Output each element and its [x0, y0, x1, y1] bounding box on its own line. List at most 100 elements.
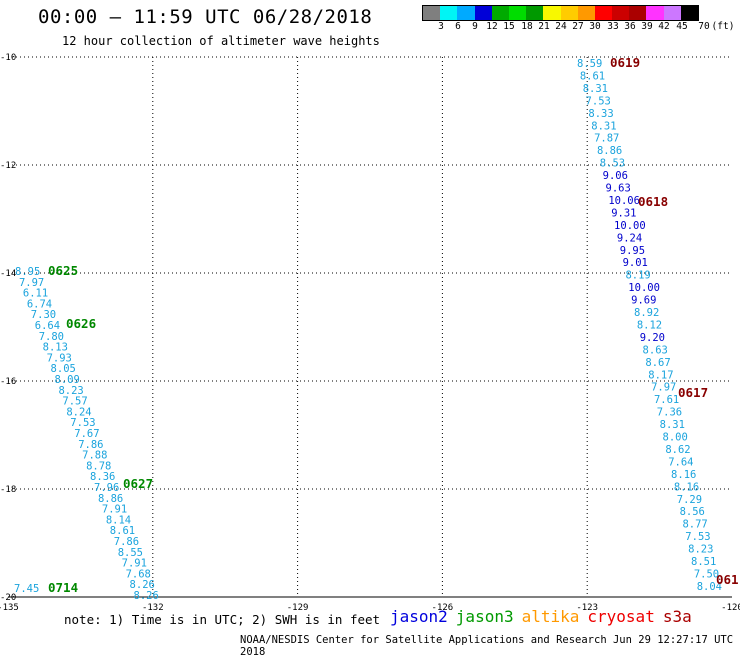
grid-lines	[8, 56, 732, 598]
wave-height-label: 7.67	[74, 428, 99, 440]
wave-height-label: 8.26	[130, 579, 155, 591]
color-scale-tick: 36	[624, 21, 636, 32]
x-axis-tick-label: -126	[432, 603, 454, 613]
wave-height-label: 8.23	[688, 544, 713, 556]
color-scale-tick-labels: 3 6 9 12 15 18 21 24 27 30 33 36 39 42 45 70 (ft)	[422, 21, 735, 35]
wave-height-label: 6.11	[23, 288, 48, 300]
time-label: 0618	[638, 194, 668, 209]
wave-height-label: 8.04	[697, 581, 722, 593]
wave-height-label: 8.09	[55, 374, 80, 386]
color-scale-tick: 24	[555, 21, 567, 32]
color-scale-tick: (ft)	[711, 21, 735, 32]
wave-height-label: 8.86	[597, 145, 622, 157]
wave-height-label: 7.36	[657, 407, 682, 419]
time-label: 0714	[48, 580, 78, 595]
color-scale-tick: 3	[438, 21, 444, 32]
wave-height-label: 8.16	[674, 481, 699, 493]
x-axis-tick-label: -120	[721, 603, 740, 613]
wave-height-label: 7.30	[31, 309, 56, 321]
wave-height-label: 7.45	[14, 583, 39, 595]
wave-height-label: 8.00	[663, 432, 688, 444]
color-swatch	[526, 6, 544, 20]
color-scale-tick: 27	[572, 21, 584, 32]
wave-height-label: 8.19	[625, 270, 650, 282]
wave-height-label: 8.53	[600, 158, 625, 170]
satellite-track: 7.45	[14, 583, 39, 595]
wave-height-label: 9.24	[617, 232, 642, 244]
color-swatch	[457, 6, 475, 20]
y-axis-tick-label: -20	[0, 593, 16, 603]
wave-height-label: 8.17	[648, 369, 673, 381]
color-swatch	[491, 6, 509, 20]
wave-height-label: 7.80	[39, 331, 64, 343]
x-axis-tick-label: -135	[0, 603, 19, 613]
color-scale-tick: 12	[486, 21, 498, 32]
wave-height-label: 7.96	[94, 482, 119, 494]
legend-item-altika: altika	[521, 607, 580, 626]
credit-line: NOAA/NESDIS Center for Satellite Applica…	[240, 634, 734, 658]
wave-height-label: 7.57	[62, 396, 87, 408]
color-swatch	[612, 6, 630, 20]
wave-height-label: 8.31	[660, 419, 685, 431]
wave-height-label: 10.00	[614, 220, 646, 232]
satellite-legend: jason2 jason3 altika cryosat s3a	[390, 607, 700, 626]
color-scale-tick: 18	[521, 21, 533, 32]
color-scale-tick: 6	[455, 21, 461, 32]
wave-height-label: 8.31	[583, 83, 608, 95]
wave-height-label: 6.64	[35, 320, 60, 332]
wave-height-label: 7.86	[78, 439, 103, 451]
satellite-track: 8.598.618.317.538.338.317.878.868.539.06…	[577, 58, 722, 593]
color-swatch	[440, 6, 458, 20]
color-swatch	[423, 6, 441, 20]
wave-height-label: 8.31	[591, 120, 616, 132]
y-axis-tick-label: -18	[0, 485, 16, 495]
time-label: 0619	[610, 55, 640, 70]
wave-height-label: 7.68	[126, 568, 151, 580]
legend-item-jason3: jason3	[455, 607, 514, 626]
wave-height-label: 8.16	[671, 469, 696, 481]
satellite-track: 8.957.976.116.747.306.647.808.137.938.05…	[15, 266, 159, 602]
x-axis-tick-label: -129	[287, 603, 309, 613]
y-axis-tick-label: -10	[0, 53, 16, 63]
color-swatch	[663, 6, 681, 20]
wave-height-label: 9.69	[631, 295, 656, 307]
wave-height-label: 7.88	[82, 450, 107, 462]
color-scale-tick: 33	[607, 21, 619, 32]
color-scale-tick: 9	[472, 21, 478, 32]
wave-height-label: 8.13	[43, 342, 68, 354]
wave-height-label: 10.00	[628, 282, 660, 294]
color-scale-tick: 39	[641, 21, 653, 32]
wave-height-label: 9.95	[620, 245, 645, 257]
wave-height-label: 7.87	[594, 133, 619, 145]
wave-height-label: 7.53	[685, 531, 710, 543]
y-axis-tick-label: -14	[0, 269, 16, 279]
color-scale-tick: 15	[503, 21, 515, 32]
color-swatch	[629, 6, 647, 20]
wave-height-label: 7.91	[122, 558, 147, 570]
wave-height-label: 8.55	[118, 547, 143, 559]
wave-height-label: 8.61	[580, 70, 605, 82]
wave-height-label: 7.61	[654, 394, 679, 406]
wave-height-label: 7.93	[47, 352, 72, 364]
y-axis-tick-label: -16	[0, 377, 16, 387]
wave-height-label: 8.12	[637, 319, 662, 331]
color-swatch	[543, 6, 561, 20]
wave-height-label: 7.97	[19, 277, 44, 289]
wave-height-label: 7.91	[102, 504, 127, 516]
wave-height-label: 9.20	[640, 332, 665, 344]
time-label: 0627	[123, 476, 153, 491]
wave-height-label: 8.56	[680, 506, 705, 518]
color-scale-tick: 30	[589, 21, 601, 32]
wave-height-label: 8.14	[106, 514, 131, 526]
wave-height-label: 7.64	[668, 456, 693, 468]
color-swatch	[560, 6, 578, 20]
color-scale-tick: 42	[658, 21, 670, 32]
wave-height-label: 8.67	[645, 357, 670, 369]
legend-item-jason2: jason2	[390, 607, 448, 626]
wave-height-label: 8.92	[634, 307, 659, 319]
wave-height-label: 9.06	[603, 170, 628, 182]
legend-item-cryosat: cryosat	[587, 607, 655, 626]
wave-height-color-scale	[422, 5, 699, 21]
wave-height-label: 8.61	[110, 525, 135, 537]
